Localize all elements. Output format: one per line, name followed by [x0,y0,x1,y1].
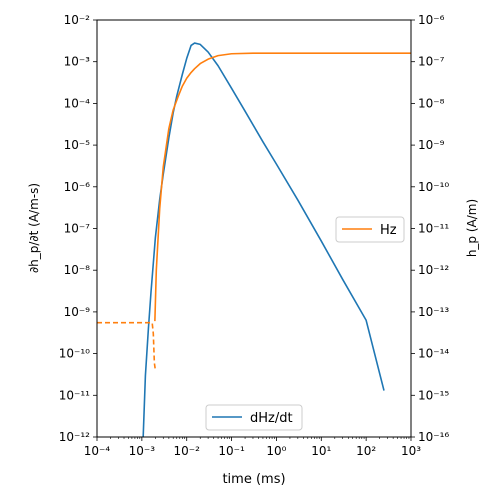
y-left-tick-label: 10⁻¹⁰ [59,347,90,361]
y-left-tick-label: 10⁻⁸ [64,263,91,277]
x-axis-label: time (ms) [222,472,285,487]
legend-dhzdt-box [205,404,303,431]
left-y-axis: 10⁻¹² 10⁻¹¹ 10⁻¹⁰ 10⁻⁹ 10⁻⁸ 10⁻⁷ 10⁻⁶ 10⁻⁵ 10⁻⁴ 1… [59,13,97,444]
right-y-axis-label: h_p (A/m) [465,199,479,257]
series-line-1 [142,42,385,437]
y-left-tick-label: 10⁻³ [64,55,91,69]
x-tick-label: 10⁻¹ [218,444,245,458]
y-right-tick-label: 10⁻⁶ [418,13,445,27]
y-left-tick-label: 10⁻⁴ [64,96,91,110]
legend-dhzdt-label: dHz/dt [250,411,293,426]
x-tick-label: 10⁻³ [129,444,156,458]
y-left-tick-label: 10⁻⁷ [64,222,91,236]
y-right-tick-label: 10⁻¹⁶ [418,430,449,444]
y-right-tick-label: 10⁻⁹ [418,138,445,152]
legend-dhzdt: dHz/dt [205,404,303,431]
y-right-tick-label: 10⁻¹¹ [418,222,449,236]
x-tick-label: 10¹ [311,444,331,458]
x-tick-label: 10⁰ [266,444,286,458]
y-right-tick-label: 10⁻¹⁴ [418,347,449,361]
y-left-tick-label: 10⁻⁶ [64,180,91,194]
y-right-tick-label: 10⁻¹² [418,263,449,277]
legend-hz: Hz [335,216,405,243]
series-line-3 [97,321,157,371]
y-left-tick-label: 10⁻¹² [59,430,90,444]
y-right-tick-label: 10⁻¹⁵ [418,388,449,402]
x-tick-label: 10⁻² [174,444,201,458]
x-tick-label: 10³ [401,444,421,458]
x-tick-label: 10² [356,444,376,458]
y-right-tick-label: 10⁻¹³ [418,305,449,319]
x-tick-label: 10⁻⁴ [84,444,111,458]
legend-hz-label: Hz [380,223,397,238]
y-left-tick-label: 10⁻⁹ [64,305,91,319]
y-right-tick-label: 10⁻¹⁰ [418,180,449,194]
series-line-2 [154,52,411,322]
right-y-axis: 10⁻¹⁶ 10⁻¹⁵ 10⁻¹⁴ 10⁻¹³ 10⁻¹² 10⁻¹¹ 10⁻¹⁰ 10⁻⁹ 1… [411,13,449,444]
y-right-tick-label: 10⁻⁸ [418,96,445,110]
y-right-tick-label: 10⁻⁷ [418,55,445,69]
left-y-axis-label: ∂h_p/∂t (A/m-s) [27,183,41,273]
y-left-tick-label: 10⁻² [64,13,91,27]
x-axis: 10⁻⁴ 10⁻³ 10⁻² 10⁻¹ 10⁰ 10¹ 10² 10³ [84,437,421,458]
y-left-tick-label: 10⁻⁵ [64,138,91,152]
series-layer [97,42,411,437]
y-left-tick-label: 10⁻¹¹ [59,388,90,402]
